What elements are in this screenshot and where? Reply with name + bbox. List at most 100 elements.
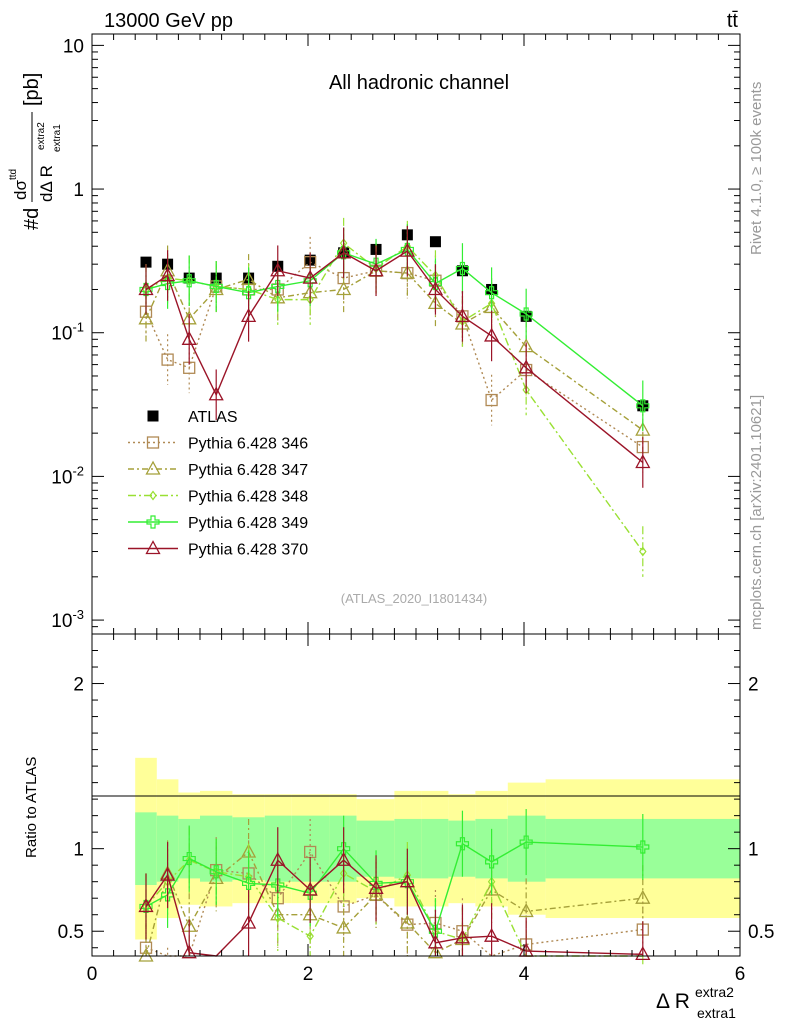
marker: [635, 421, 651, 436]
marker: [337, 842, 351, 856]
marker: [399, 242, 415, 257]
ratio-series-pythia-6-428-370: [138, 827, 651, 960]
marker: [161, 353, 174, 366]
marker: [635, 889, 651, 904]
ratio-line: [145, 850, 643, 957]
x-axis-label-main: Δ R: [656, 990, 690, 1013]
marker: [336, 851, 352, 866]
y-tick-label: 10-1: [51, 320, 84, 345]
marker: [519, 307, 533, 321]
marker: [160, 267, 176, 282]
marker: [303, 886, 317, 900]
legend-label: Pythia 6.428 370: [188, 542, 308, 559]
marker: [182, 851, 196, 866]
marker: [636, 840, 650, 854]
marker: [639, 546, 647, 557]
svg-text:[pb]: [pb]: [21, 73, 43, 106]
y-tick-label: 10-3: [51, 607, 84, 632]
svg-text:ttd: ttd: [8, 169, 19, 180]
svg-text:dσ: dσ: [11, 180, 30, 200]
green-band: [135, 812, 157, 885]
marker: [518, 359, 534, 374]
y-tick-label-base: 10: [51, 324, 72, 345]
marker: [138, 310, 154, 325]
ratio-y-tick-label: 2: [73, 675, 84, 696]
marker: [208, 386, 224, 401]
marker: [149, 490, 157, 501]
ratio-y-tick-label-right: 1: [748, 840, 759, 861]
ratio-y-tick-label: 1: [73, 840, 84, 861]
legend: ATLAS Pythia 6.428 346 Pythia 6.428 347 Pyt…: [128, 409, 308, 559]
ratio-y-tick-label-right: 0.5: [748, 922, 774, 943]
series-line: [145, 261, 644, 448]
marker: [138, 947, 154, 962]
marker: [427, 944, 444, 959]
marker: [270, 262, 286, 277]
svg-text:extra1: extra1: [52, 124, 63, 152]
legend-label: Pythia 6.428 346: [188, 436, 308, 453]
svg-text:extra2: extra2: [36, 122, 47, 150]
marker: [138, 898, 154, 913]
marker: [518, 903, 534, 918]
x-axis-label-sub: extra1: [697, 1005, 736, 1021]
marker: [484, 327, 500, 342]
ratio-frame: [91, 633, 741, 957]
marker: [241, 307, 257, 323]
marker: [399, 914, 415, 929]
marker: [485, 855, 499, 869]
y-tick-label: 1: [73, 180, 84, 201]
marker: [429, 236, 441, 248]
marker: [146, 515, 160, 529]
marker: [454, 307, 471, 323]
svg-text:dΔ R: dΔ R: [37, 165, 56, 202]
ratio-y-tick-label: 0.5: [58, 922, 84, 943]
marker: [145, 460, 161, 475]
x-tick-label: 2: [303, 964, 314, 985]
legend-label: Pythia 6.428 348: [188, 489, 308, 506]
marker: [427, 281, 444, 296]
main-series: [138, 217, 651, 577]
ratio-series: [138, 809, 651, 965]
marker: [182, 274, 196, 288]
marker: [242, 876, 256, 890]
marker: [271, 279, 285, 294]
side-label-mcplots: mcplots.cern.ch [arXiv:2401.10621]: [748, 395, 765, 630]
marker: [522, 384, 530, 395]
x-tick-label: 4: [519, 964, 530, 985]
x-tick-label: 6: [735, 964, 746, 985]
x-axis-label: Δ R extra2 extra1: [656, 984, 736, 1021]
marker: [160, 866, 176, 881]
process-label: tt̄: [727, 10, 739, 32]
marker: [161, 888, 175, 902]
marker: [138, 281, 154, 296]
ratio-y-tick-label-right: 2: [748, 675, 759, 696]
marker: [181, 944, 197, 959]
channel-title: All hadronic channel: [329, 72, 509, 94]
marker: [241, 914, 257, 929]
marker: [336, 919, 352, 934]
marker: [242, 286, 256, 300]
y-tick-label-exp: -1: [72, 320, 84, 335]
marker: [209, 279, 223, 294]
series-line: [145, 269, 644, 431]
marker: [427, 934, 444, 949]
marker: [145, 540, 161, 555]
legend-label: Pythia 6.428 347: [188, 462, 308, 479]
ratio-panel: 0.5 0.5 1 1 2 2 0 2 4 6: [58, 633, 774, 985]
marker: [455, 837, 470, 851]
marker: [455, 261, 470, 276]
marker: [369, 876, 383, 890]
marker: [484, 881, 500, 896]
series-pythia-6-428-370: [138, 225, 651, 488]
legend-label: ATLAS: [188, 409, 238, 426]
marker: [302, 881, 318, 896]
marker: [336, 244, 352, 259]
marker: [271, 878, 285, 892]
marker: [181, 330, 197, 345]
legend-label: Pythia 6.428 349: [188, 515, 308, 532]
x-axis-label-sup: extra2: [695, 984, 734, 1000]
y-tick-label-exp: -3: [72, 607, 84, 622]
